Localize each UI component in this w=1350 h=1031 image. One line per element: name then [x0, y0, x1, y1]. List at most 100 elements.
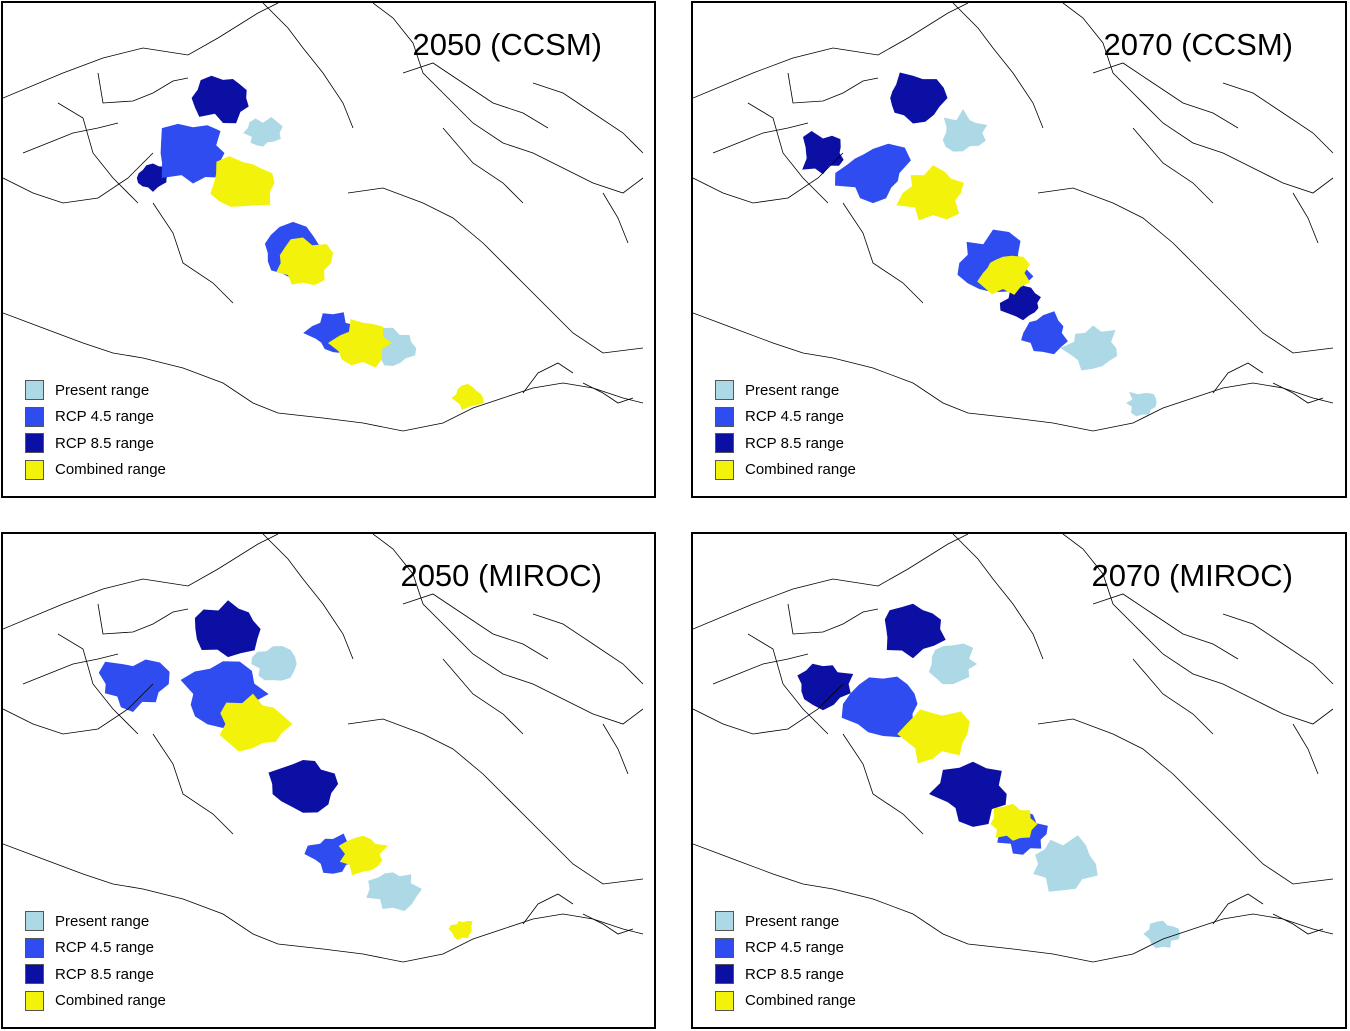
range-patch-rcp45: [835, 143, 911, 204]
boundary-line: [3, 534, 279, 630]
range-patch-present: [928, 643, 978, 685]
range-patch-present: [1126, 391, 1157, 417]
boundary-line: [712, 653, 809, 685]
swatch-rcp45: [25, 937, 44, 958]
boundary-line: [442, 127, 524, 204]
range-patch-present: [1033, 835, 1098, 892]
boundary-line: [693, 843, 1334, 963]
legend-label: RCP 4.5 range: [745, 939, 844, 957]
boundary-line: [522, 893, 574, 925]
range-patch-rcp45: [160, 123, 225, 184]
map-canvas: [693, 534, 1334, 963]
boundary-line: [1037, 187, 1334, 354]
legend-item-combined: Combined range: [715, 988, 856, 1015]
range-patch-combined: [338, 835, 389, 876]
boundary-line: [1272, 382, 1324, 404]
boundary-line: [347, 187, 644, 354]
legend-item-rcp45: RCP 4.5 range: [25, 935, 166, 962]
map-canvas: [693, 3, 1334, 432]
boundary-line: [1222, 82, 1334, 154]
range-patch-rcp85: [802, 131, 844, 175]
boundary-line: [402, 593, 549, 660]
boundary-line: [952, 3, 1044, 129]
range-patch-present: [366, 872, 422, 911]
boundary-line: [1062, 3, 1334, 194]
boundary-line: [532, 82, 644, 154]
legend-label: RCP 8.5 range: [55, 434, 154, 452]
boundary-line: [1092, 62, 1239, 129]
legend-label: RCP 8.5 range: [745, 965, 844, 983]
boundary-line: [1212, 362, 1264, 394]
legend-item-present: Present range: [715, 377, 856, 404]
range-patch-combined: [219, 693, 293, 752]
boundary-line: [152, 733, 234, 835]
boundary-line: [522, 362, 574, 394]
boundary-line: [1212, 893, 1264, 925]
legend: Present range RCP 4.5 range RCP 8.5 rang…: [715, 908, 856, 1014]
swatch-rcp45: [25, 406, 44, 427]
legend-label: Combined range: [745, 992, 856, 1010]
range-patch-rcp85: [884, 603, 946, 659]
swatch-rcp85: [25, 964, 44, 985]
swatch-rcp45: [715, 406, 734, 427]
legend-label: Present range: [55, 381, 150, 399]
legend: Present range RCP 4.5 range RCP 8.5 rang…: [25, 908, 166, 1014]
swatch-present: [715, 380, 734, 401]
boundary-line: [3, 312, 644, 432]
boundary-line: [582, 913, 634, 935]
swatch-rcp85: [715, 964, 734, 985]
map-panel-2070-ccsm: 2070 (CCSM) Present range RCP 4.5 range …: [691, 1, 1347, 498]
boundary-line: [3, 152, 154, 204]
boundary-line: [57, 102, 139, 204]
legend-item-combined: Combined range: [715, 457, 856, 484]
boundary-line: [402, 62, 549, 129]
legend-item-rcp85: RCP 8.5 range: [715, 430, 856, 457]
range-patch-combined: [990, 803, 1038, 841]
range-patch-rcp85: [890, 72, 948, 124]
boundary-line: [347, 718, 644, 885]
boundary-line: [1092, 593, 1239, 660]
boundary-line: [57, 633, 139, 735]
boundary-line: [3, 843, 644, 963]
legend: Present range RCP 4.5 range RCP 8.5 rang…: [25, 377, 166, 483]
legend-label: Combined range: [55, 461, 166, 479]
boundary-line: [693, 312, 1334, 432]
panel-title: 2050 (MIROC): [400, 558, 602, 593]
legend-label: RCP 4.5 range: [745, 408, 844, 426]
range-patch-combined: [328, 319, 392, 368]
legend-item-rcp45: RCP 4.5 range: [25, 404, 166, 431]
boundary-line: [602, 192, 629, 244]
swatch-rcp85: [715, 433, 734, 454]
swatch-present: [25, 380, 44, 401]
swatch-rcp85: [25, 433, 44, 454]
boundary-line: [693, 3, 969, 99]
range-patch-present: [1143, 920, 1180, 949]
legend-item-rcp85: RCP 8.5 range: [25, 961, 166, 988]
legend-item-rcp85: RCP 8.5 range: [25, 430, 166, 457]
legend-label: Present range: [745, 912, 840, 930]
swatch-rcp45: [715, 937, 734, 958]
map-canvas: [3, 3, 644, 432]
boundary-line: [787, 72, 879, 104]
legend-item-rcp85: RCP 8.5 range: [715, 961, 856, 988]
range-patch-rcp85: [191, 75, 249, 124]
swatch-present: [25, 911, 44, 932]
legend-item-rcp45: RCP 4.5 range: [715, 404, 856, 431]
swatch-combined: [25, 990, 44, 1011]
boundary-line: [1292, 192, 1319, 244]
boundary-line: [97, 72, 189, 104]
legend-item-present: Present range: [715, 908, 856, 935]
range-patch-rcp85: [929, 761, 1007, 827]
swatch-combined: [715, 459, 734, 480]
swatch-combined: [25, 459, 44, 480]
map-panel-2070-miroc: 2070 (MIROC) Present range RCP 4.5 range…: [691, 532, 1347, 1029]
range-patch-rcp85: [136, 163, 170, 192]
range-patch-present: [243, 117, 283, 147]
range-patch-rcp45: [1021, 311, 1068, 355]
legend-label: RCP 8.5 range: [55, 965, 154, 983]
range-patch-rcp85: [797, 663, 854, 711]
legend-label: Present range: [745, 381, 840, 399]
range-patch-rcp45: [841, 676, 918, 738]
boundary-line: [747, 102, 829, 204]
boundary-line: [262, 3, 354, 129]
